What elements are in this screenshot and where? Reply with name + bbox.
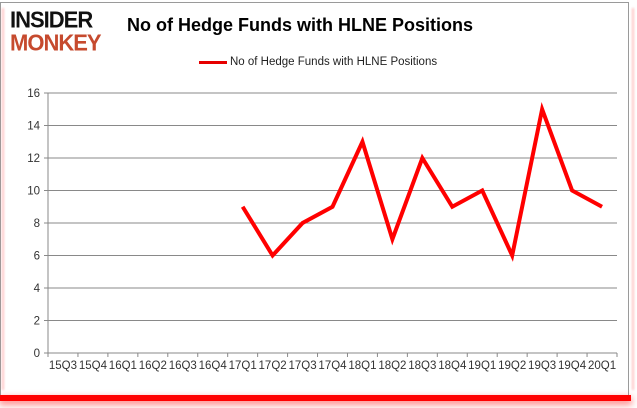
x-tick-label: 18Q3 [408, 360, 436, 372]
y-tick-label: 8 [34, 218, 40, 230]
x-tick-label: 16Q3 [169, 360, 197, 372]
y-tick-label: 4 [34, 283, 41, 295]
logo-text-insider: INSIDER [10, 6, 93, 33]
y-tick-label: 16 [27, 88, 40, 100]
x-tick-label: 16Q1 [109, 360, 137, 372]
x-tick-label: 16Q4 [199, 360, 228, 372]
x-tick-label: 17Q3 [288, 360, 316, 372]
insider-monkey-logo: INSIDER MONKEY [10, 6, 102, 56]
y-tick-label: 0 [34, 348, 40, 360]
data-series-line [240, 101, 603, 262]
x-tick-label: 15Q4 [79, 360, 108, 372]
x-tick-label: 20Q1 [588, 360, 616, 372]
x-tick-label: 19Q4 [558, 360, 587, 372]
chart-title: No of Hedge Funds with HLNE Positions [127, 15, 473, 35]
logo-text-monkey: MONKEY [10, 29, 102, 56]
legend-line-marker-icon [199, 60, 227, 64]
x-tick-label: 15Q3 [49, 360, 77, 372]
y-tick-label: 14 [27, 121, 40, 133]
x-tick-label: 18Q4 [438, 360, 467, 372]
x-tick-label: 17Q4 [318, 360, 347, 372]
right-red-glow [632, 8, 634, 390]
legend-label: No of Hedge Funds with HLNE Positions [230, 56, 438, 68]
bottom-red-bar [0, 395, 631, 401]
y-tick-label: 2 [34, 316, 40, 328]
x-tick-label: 16Q2 [139, 360, 167, 372]
x-tick-label: 19Q2 [498, 360, 526, 372]
x-tick-label: 18Q2 [378, 360, 406, 372]
y-tick-label: 10 [27, 186, 40, 198]
left-red-glow [2, 8, 4, 390]
y-tick-label: 6 [34, 251, 40, 263]
x-tick-label: 17Q2 [259, 360, 287, 372]
x-tick-label: 18Q1 [348, 360, 376, 372]
x-tick-label: 19Q3 [528, 360, 556, 372]
x-tick-label: 17Q1 [229, 360, 257, 372]
legend: No of Hedge Funds with HLNE Positions [199, 56, 437, 68]
y-tick-label: 12 [27, 153, 40, 165]
x-tick-label: 19Q1 [468, 360, 496, 372]
